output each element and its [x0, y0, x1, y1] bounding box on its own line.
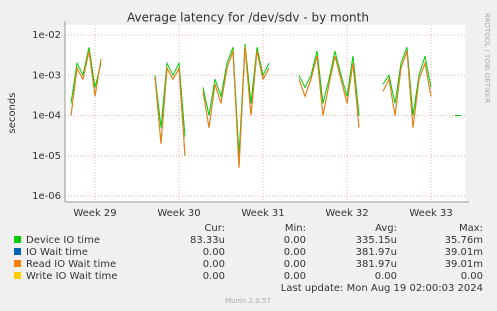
legend-value: 35.76m — [445, 235, 483, 246]
y-axis-label: seconds — [7, 93, 18, 134]
x-tick-label: Week 29 — [73, 208, 116, 219]
legend-header: Cur: — [204, 223, 225, 234]
legend-value: 0.00 — [203, 271, 225, 282]
x-tick-label: Week 32 — [325, 208, 368, 219]
legend-swatch — [14, 260, 21, 267]
legend-value: 0.00 — [461, 271, 483, 282]
legend-value: 0.00 — [284, 247, 306, 258]
legend-value: 0.00 — [375, 271, 397, 282]
plot-area — [65, 25, 465, 202]
y-tick-label: 1e-02 — [32, 30, 61, 41]
legend-name: Write IO Wait time — [26, 271, 117, 282]
legend-value: 381.97u — [356, 259, 397, 270]
x-tick-label: Week 30 — [157, 208, 200, 219]
legend-header: Avg: — [375, 223, 397, 234]
x-tick-label: Week 31 — [241, 208, 284, 219]
legend-value: 0.00 — [284, 235, 306, 246]
chart-title: Average latency for /dev/sdv - by month — [127, 11, 369, 25]
legend-name: IO Wait time — [26, 247, 88, 258]
legend-name: Device IO time — [26, 235, 100, 246]
legend-value: 0.00 — [203, 259, 225, 270]
legend-swatch — [14, 272, 21, 279]
legend-name: Read IO Wait time — [26, 259, 116, 270]
legend-swatch — [14, 248, 21, 255]
legend-value: 83.33u — [190, 235, 225, 246]
legend-value: 0.00 — [284, 259, 306, 270]
footer: Munin 2.0.57 — [225, 297, 271, 305]
y-tick-label: 1e-04 — [32, 111, 61, 122]
x-tick-label: Week 33 — [409, 208, 452, 219]
legend-value: 0.00 — [203, 247, 225, 258]
legend-value: 39.01m — [445, 247, 483, 258]
y-tick-label: 1e-03 — [32, 70, 61, 81]
legend-value: 39.01m — [445, 259, 483, 270]
series-line — [70, 47, 432, 168]
legend-value: 381.97u — [356, 247, 397, 258]
legend-value: 335.15u — [356, 235, 397, 246]
legend-swatch — [14, 236, 21, 243]
y-tick-label: 1e-06 — [32, 191, 61, 202]
legend-value: 0.00 — [284, 271, 306, 282]
y-tick-label: 1e-05 — [32, 151, 61, 162]
legend-header: Min: — [285, 223, 306, 234]
side-text: RRDTOOL / TOBI OETIKER — [483, 13, 491, 103]
legend-header: Max: — [459, 223, 483, 234]
last-update: Last update: Mon Aug 19 02:00:03 2024 — [281, 283, 483, 294]
